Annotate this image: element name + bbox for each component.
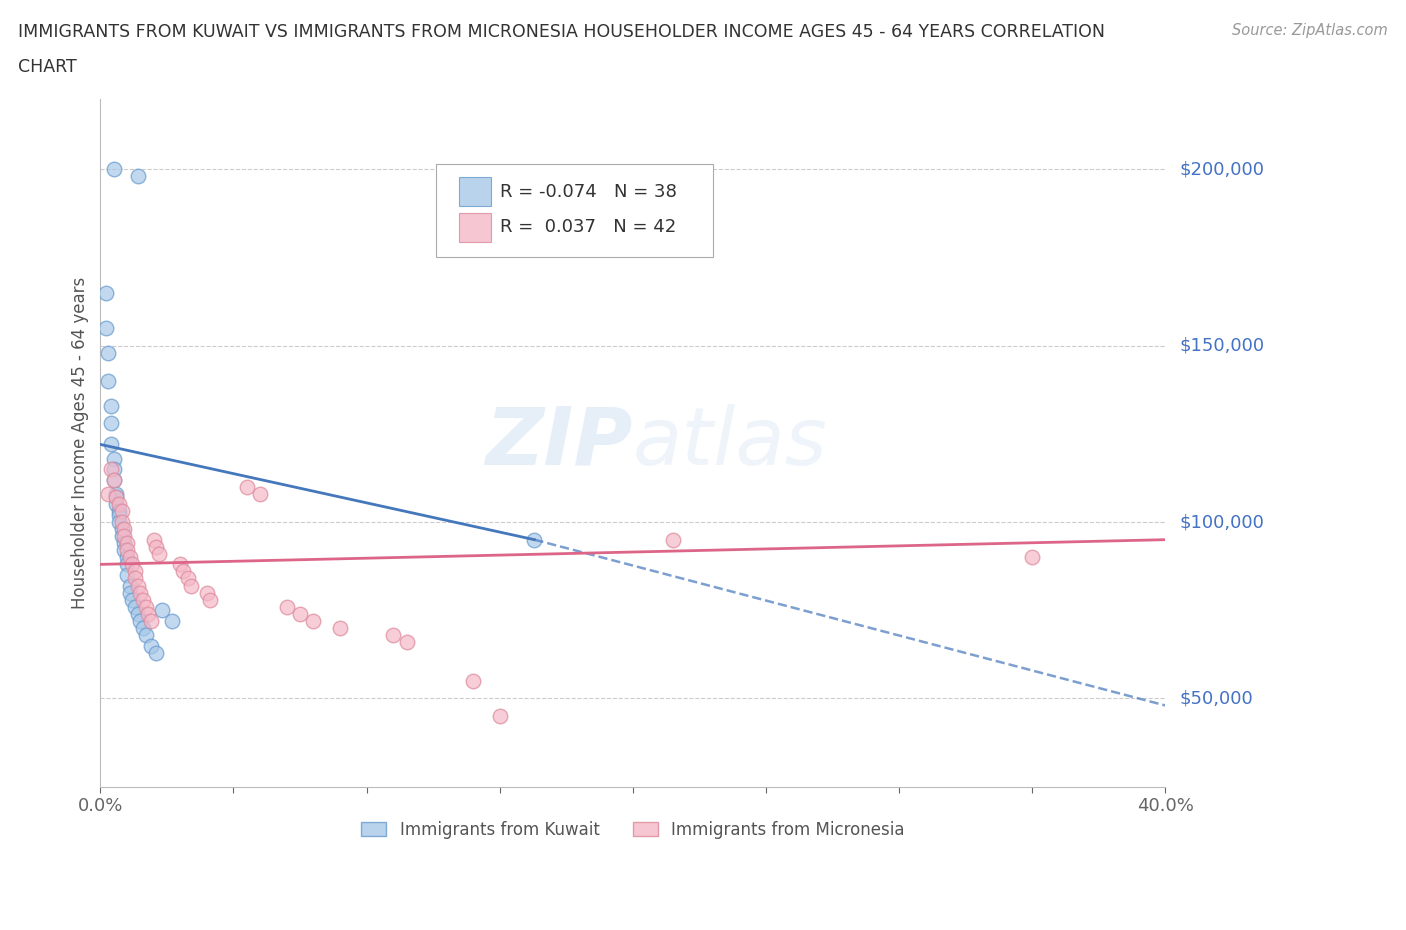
Point bbox=[124, 599, 146, 614]
Point bbox=[108, 504, 131, 519]
Point bbox=[103, 472, 125, 487]
Text: CHART: CHART bbox=[18, 58, 77, 75]
Point bbox=[100, 416, 122, 431]
Point bbox=[145, 539, 167, 554]
Text: $150,000: $150,000 bbox=[1180, 337, 1264, 354]
Point bbox=[111, 522, 134, 537]
Point bbox=[115, 536, 138, 551]
Point bbox=[115, 543, 138, 558]
Point bbox=[127, 578, 149, 593]
FancyBboxPatch shape bbox=[460, 177, 491, 206]
Point bbox=[463, 673, 485, 688]
Point bbox=[382, 628, 405, 643]
Point bbox=[139, 614, 162, 629]
Point bbox=[112, 529, 135, 544]
Point bbox=[135, 628, 157, 643]
FancyBboxPatch shape bbox=[436, 164, 713, 257]
Point bbox=[103, 162, 125, 177]
Point bbox=[100, 398, 122, 413]
Point bbox=[112, 536, 135, 551]
Point bbox=[136, 606, 159, 621]
Point bbox=[103, 472, 125, 487]
Point bbox=[249, 486, 271, 501]
Point bbox=[662, 532, 685, 547]
Point bbox=[198, 592, 221, 607]
Point bbox=[115, 550, 138, 565]
Point bbox=[488, 709, 510, 724]
Text: R = -0.074   N = 38: R = -0.074 N = 38 bbox=[499, 182, 676, 201]
Point bbox=[148, 546, 170, 561]
Point bbox=[288, 606, 311, 621]
Point bbox=[162, 614, 184, 629]
Y-axis label: Householder Income Ages 45 - 64 years: Householder Income Ages 45 - 64 years bbox=[72, 276, 89, 609]
Point bbox=[111, 514, 134, 529]
Text: Source: ZipAtlas.com: Source: ZipAtlas.com bbox=[1232, 23, 1388, 38]
Point bbox=[108, 508, 131, 523]
Point bbox=[121, 592, 143, 607]
Text: $200,000: $200,000 bbox=[1180, 160, 1264, 179]
Point bbox=[142, 532, 165, 547]
Text: ZIP: ZIP bbox=[485, 404, 633, 482]
Point bbox=[395, 634, 418, 649]
Point bbox=[236, 479, 259, 494]
Point bbox=[177, 571, 200, 586]
Point bbox=[103, 461, 125, 476]
Point bbox=[132, 592, 155, 607]
Point bbox=[124, 571, 146, 586]
Point bbox=[135, 599, 157, 614]
Point bbox=[112, 543, 135, 558]
Point bbox=[127, 606, 149, 621]
Point bbox=[105, 497, 128, 512]
Point bbox=[112, 522, 135, 537]
Text: atlas: atlas bbox=[633, 404, 828, 482]
Point bbox=[127, 169, 149, 184]
Point bbox=[105, 486, 128, 501]
Text: IMMIGRANTS FROM KUWAIT VS IMMIGRANTS FROM MICRONESIA HOUSEHOLDER INCOME AGES 45 : IMMIGRANTS FROM KUWAIT VS IMMIGRANTS FRO… bbox=[18, 23, 1105, 41]
Point bbox=[108, 514, 131, 529]
Point bbox=[145, 645, 167, 660]
Point bbox=[124, 564, 146, 578]
Point bbox=[105, 490, 128, 505]
Point bbox=[129, 614, 152, 629]
Text: $50,000: $50,000 bbox=[1180, 689, 1253, 708]
Point bbox=[111, 504, 134, 519]
Point bbox=[97, 486, 120, 501]
Point bbox=[132, 620, 155, 635]
Point bbox=[108, 497, 131, 512]
Point bbox=[94, 321, 117, 336]
Point bbox=[100, 461, 122, 476]
Point bbox=[97, 345, 120, 360]
Text: $100,000: $100,000 bbox=[1180, 513, 1264, 531]
Point bbox=[115, 567, 138, 582]
Point bbox=[105, 490, 128, 505]
Point bbox=[139, 638, 162, 653]
FancyBboxPatch shape bbox=[460, 213, 491, 242]
Point bbox=[115, 557, 138, 572]
Point bbox=[276, 599, 298, 614]
Point bbox=[180, 578, 202, 593]
Point bbox=[150, 603, 173, 618]
Point bbox=[523, 532, 546, 547]
Point bbox=[97, 374, 120, 389]
Legend: Immigrants from Kuwait, Immigrants from Micronesia: Immigrants from Kuwait, Immigrants from … bbox=[353, 813, 912, 847]
Point bbox=[172, 564, 194, 578]
Point bbox=[302, 614, 325, 629]
Point bbox=[118, 578, 141, 593]
Point bbox=[111, 529, 134, 544]
Point bbox=[94, 286, 117, 300]
Point bbox=[195, 585, 218, 600]
Point bbox=[103, 451, 125, 466]
Text: R =  0.037   N = 42: R = 0.037 N = 42 bbox=[499, 219, 676, 236]
Point bbox=[1021, 550, 1043, 565]
Point bbox=[129, 585, 152, 600]
Point bbox=[329, 620, 352, 635]
Point bbox=[121, 557, 143, 572]
Point bbox=[100, 437, 122, 452]
Point bbox=[169, 557, 191, 572]
Point bbox=[118, 550, 141, 565]
Point bbox=[118, 585, 141, 600]
